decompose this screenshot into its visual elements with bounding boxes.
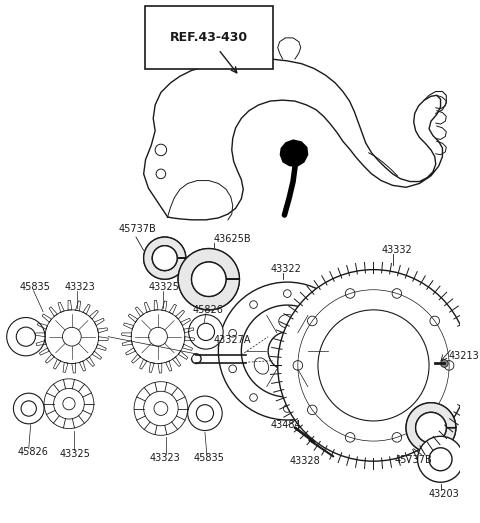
Text: 43323: 43323 — [64, 282, 95, 292]
Text: 45835: 45835 — [193, 453, 224, 463]
Text: 43484: 43484 — [270, 420, 300, 430]
Circle shape — [152, 246, 177, 270]
Text: 43203: 43203 — [429, 488, 460, 499]
Circle shape — [218, 282, 356, 420]
Text: 43325: 43325 — [148, 282, 180, 292]
Text: 43323: 43323 — [149, 453, 180, 463]
Circle shape — [318, 310, 429, 421]
Ellipse shape — [192, 354, 201, 363]
Text: 43213: 43213 — [448, 351, 479, 361]
Text: 45835: 45835 — [19, 282, 50, 292]
Circle shape — [189, 315, 223, 349]
Text: 45826: 45826 — [17, 447, 48, 457]
Circle shape — [268, 332, 306, 370]
Text: 43328: 43328 — [289, 456, 320, 466]
Circle shape — [196, 405, 214, 422]
Polygon shape — [178, 248, 240, 310]
Circle shape — [144, 237, 186, 279]
Circle shape — [178, 248, 240, 310]
Text: 43325: 43325 — [60, 449, 90, 459]
Text: 43625B: 43625B — [214, 234, 251, 244]
Circle shape — [241, 305, 333, 397]
Text: 45737B: 45737B — [395, 455, 432, 465]
Circle shape — [42, 377, 96, 430]
Polygon shape — [406, 403, 456, 452]
Text: 43322: 43322 — [270, 264, 301, 274]
Circle shape — [429, 448, 452, 471]
Polygon shape — [144, 237, 186, 279]
Circle shape — [197, 323, 215, 340]
Text: 43327A: 43327A — [214, 335, 251, 345]
Text: 43332: 43332 — [381, 245, 412, 256]
Circle shape — [13, 393, 44, 424]
Circle shape — [152, 246, 177, 270]
Circle shape — [188, 396, 222, 430]
Circle shape — [62, 327, 81, 346]
Circle shape — [192, 262, 226, 297]
Circle shape — [149, 327, 168, 346]
Circle shape — [132, 380, 190, 437]
Circle shape — [416, 412, 446, 443]
Polygon shape — [280, 140, 308, 167]
Circle shape — [406, 403, 456, 452]
Circle shape — [33, 298, 111, 376]
Circle shape — [441, 360, 448, 367]
Text: 45737B: 45737B — [119, 224, 156, 234]
Text: 45826: 45826 — [192, 305, 223, 315]
Circle shape — [16, 327, 36, 346]
Circle shape — [418, 436, 464, 482]
Circle shape — [278, 270, 469, 461]
Circle shape — [119, 298, 197, 376]
Circle shape — [21, 401, 36, 416]
Circle shape — [192, 262, 226, 297]
Circle shape — [7, 317, 45, 356]
Circle shape — [416, 412, 446, 443]
Text: REF.43-430: REF.43-430 — [170, 31, 248, 44]
